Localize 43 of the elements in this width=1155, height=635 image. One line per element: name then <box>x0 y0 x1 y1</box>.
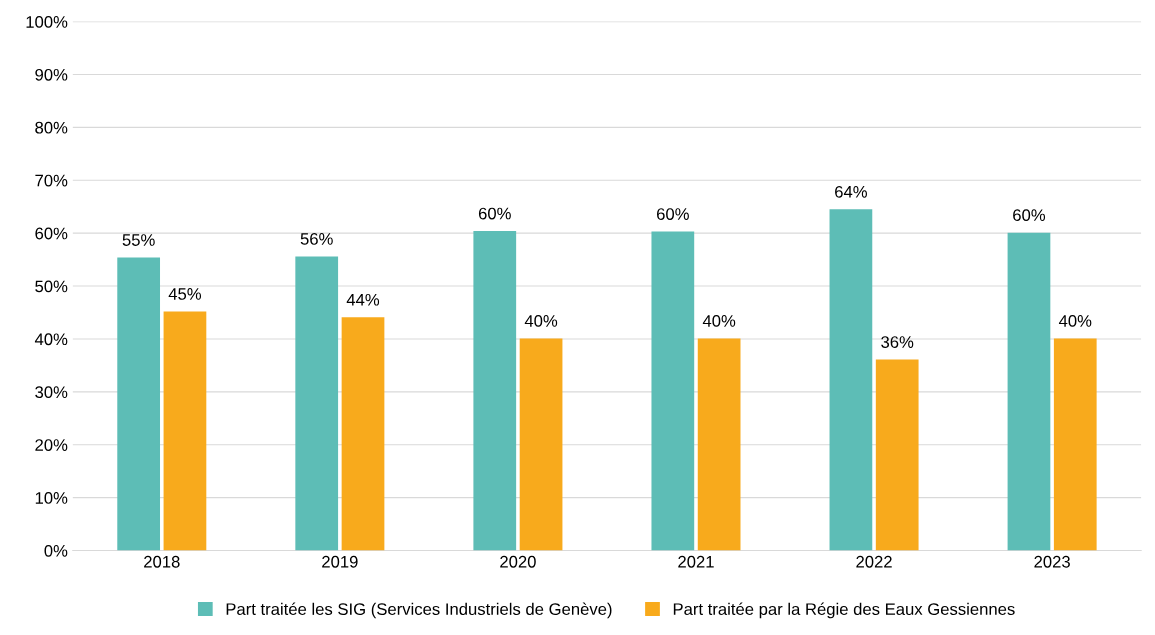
x-tick-label: 2023 <box>1034 555 1070 568</box>
y-tick-label: 40% <box>34 333 68 346</box>
bar <box>295 256 339 551</box>
data-label: 60% <box>478 207 511 220</box>
x-tick-label: 2018 <box>144 555 180 568</box>
y-tick-label: 80% <box>35 121 68 134</box>
y-tick-label: 20% <box>35 439 68 451</box>
x-tick-label: 2019 <box>322 555 358 568</box>
bar <box>697 338 741 551</box>
x-tick-label: 2022 <box>856 555 892 568</box>
bar <box>1007 232 1051 551</box>
bar <box>1053 338 1097 551</box>
y-tick-label: 50% <box>35 280 68 293</box>
bar <box>651 231 695 551</box>
y-tick-label: 70% <box>35 174 68 187</box>
data-label: 60% <box>657 208 689 220</box>
legend-label: Part traitée par la Régie des Eaux Gessiennes <box>673 602 1015 619</box>
x-tick-label: 2021 <box>678 555 714 568</box>
data-label: 40% <box>524 315 558 327</box>
y-tick-label: 10% <box>35 492 68 504</box>
data-label: 60% <box>1013 209 1046 222</box>
bar <box>829 209 873 551</box>
data-label: 56% <box>300 233 333 245</box>
x-tick-label: 2020 <box>500 555 536 568</box>
bar <box>163 311 207 551</box>
bar <box>473 231 517 551</box>
y-tick-label: 60% <box>35 227 68 240</box>
legend-label: Part traitée les SIG (Services Industriels de Genève) <box>226 602 612 619</box>
data-label: 36% <box>881 336 914 348</box>
data-label: 40% <box>1058 315 1092 327</box>
data-label: 44% <box>346 293 380 306</box>
data-label: 55% <box>122 234 155 246</box>
data-label: 45% <box>168 288 202 300</box>
y-tick-label: 30% <box>35 386 68 399</box>
bar <box>519 338 563 551</box>
bar <box>341 317 385 551</box>
y-tick-label: 90% <box>35 68 68 81</box>
data-label: 40% <box>702 315 736 327</box>
bar <box>117 257 161 551</box>
y-tick-label: 100% <box>26 15 68 28</box>
data-label: 64% <box>835 185 867 198</box>
bar <box>875 359 919 551</box>
y-tick-label: 0% <box>44 544 68 557</box>
